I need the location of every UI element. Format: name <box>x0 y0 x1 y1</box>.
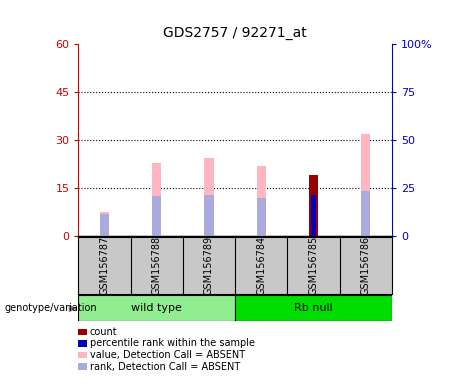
Text: rank, Detection Call = ABSENT: rank, Detection Call = ABSENT <box>90 361 240 372</box>
Text: GSM156785: GSM156785 <box>308 236 319 295</box>
Bar <box>361 134 371 236</box>
Bar <box>311 195 316 236</box>
Bar <box>78 352 87 358</box>
Bar <box>204 158 214 236</box>
Text: GSM156786: GSM156786 <box>361 236 371 295</box>
Bar <box>235 295 392 321</box>
Bar <box>78 329 87 335</box>
Text: GSM156787: GSM156787 <box>100 236 110 295</box>
Text: GSM156788: GSM156788 <box>152 236 162 295</box>
Bar <box>309 196 318 236</box>
Text: count: count <box>90 327 118 337</box>
Bar <box>78 363 87 370</box>
Bar <box>361 191 371 236</box>
Text: GSM156789: GSM156789 <box>204 236 214 295</box>
Bar <box>152 196 161 236</box>
Bar <box>309 175 318 236</box>
Bar <box>100 212 109 236</box>
Bar <box>204 195 214 236</box>
Text: GSM156784: GSM156784 <box>256 236 266 295</box>
Text: genotype/variation: genotype/variation <box>5 303 97 313</box>
Bar <box>256 166 266 236</box>
Text: wild type: wild type <box>131 303 182 313</box>
Text: Rb null: Rb null <box>294 303 333 313</box>
Bar <box>256 198 266 236</box>
Bar <box>100 214 109 236</box>
Title: GDS2757 / 92271_at: GDS2757 / 92271_at <box>163 26 307 40</box>
Bar <box>309 195 318 236</box>
Bar <box>78 340 87 347</box>
Bar <box>78 295 235 321</box>
Bar <box>152 162 161 236</box>
Text: percentile rank within the sample: percentile rank within the sample <box>90 338 255 349</box>
Text: value, Detection Call = ABSENT: value, Detection Call = ABSENT <box>90 350 245 360</box>
